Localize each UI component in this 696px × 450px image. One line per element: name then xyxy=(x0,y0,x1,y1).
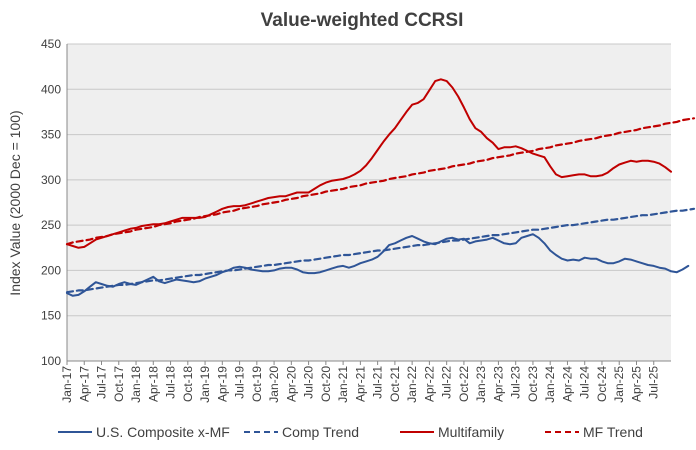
x-tick-label: Oct-18 xyxy=(181,366,195,402)
y-tick-label: 350 xyxy=(41,128,61,142)
x-tick-label: Jul-21 xyxy=(371,366,385,399)
y-tick-label: 200 xyxy=(41,263,61,277)
x-tick-labels: Jan-17 Apr-17 Jul-17 Oct-17 Jan-18 Apr-18 Jul-… xyxy=(60,361,661,403)
x-tick-label: Apr-19 xyxy=(215,366,229,402)
y-axis-label: Index Value (2000 Dec = 100) xyxy=(7,110,23,295)
x-tick-label: Jan-19 xyxy=(198,366,212,403)
x-tick-label: Jul-23 xyxy=(509,366,523,399)
x-tick-label: Apr-17 xyxy=(77,366,91,402)
legend-label: U.S. Composite x-MF xyxy=(96,424,230,440)
y-tick-label: 300 xyxy=(41,173,61,187)
x-tick-label: Jul-24 xyxy=(578,366,592,399)
x-tick-label: Jan-20 xyxy=(267,366,281,403)
x-tick-label: Jan-21 xyxy=(336,366,350,403)
plot-area xyxy=(67,44,671,361)
series-line-comp-trend xyxy=(65,207,696,294)
x-tick-label: Oct-23 xyxy=(526,366,540,402)
series-line-multifamily xyxy=(66,78,672,249)
x-tick-label: Apr-25 xyxy=(629,366,643,402)
series-lines xyxy=(65,78,696,297)
y-tick-label: 250 xyxy=(41,218,61,232)
x-tick-label: Oct-21 xyxy=(388,366,402,402)
x-tick-label: Apr-22 xyxy=(422,366,436,402)
legend-label: Comp Trend xyxy=(282,424,359,440)
x-tick-label: Jan-25 xyxy=(612,366,626,403)
legend-label: MF Trend xyxy=(583,424,643,440)
legend-label: Multifamily xyxy=(438,424,504,440)
x-tick-label: Oct-20 xyxy=(319,366,333,402)
gridlines xyxy=(66,43,671,362)
x-tick-label: Apr-24 xyxy=(560,366,574,402)
chart-title: Value-weighted CCRSI xyxy=(261,10,464,31)
x-tick-label: Jul-22 xyxy=(440,366,454,399)
x-tick-label: Jul-25 xyxy=(647,366,661,399)
x-tick-label: Jan-17 xyxy=(60,366,74,403)
series-line-mf-trend xyxy=(65,117,696,246)
x-tick-label: Jan-18 xyxy=(129,366,143,403)
x-tick-label: Apr-20 xyxy=(284,366,298,402)
legend: U.S. Composite x-MF Comp Trend Multifamily… xyxy=(58,424,643,440)
x-tick-label: Jan-22 xyxy=(405,366,419,403)
y-tick-label: 400 xyxy=(41,82,61,96)
x-tick-label: Jan-23 xyxy=(474,366,488,403)
x-tick-label: Oct-19 xyxy=(250,366,264,402)
x-tick-label: Oct-24 xyxy=(595,366,609,402)
y-tick-label: 150 xyxy=(41,309,61,323)
x-tick-label: Jul-18 xyxy=(164,366,178,399)
x-tick-label: Jul-17 xyxy=(95,366,109,399)
x-tick-label: Jan-24 xyxy=(543,366,557,403)
x-tick-label: Jul-19 xyxy=(233,366,247,399)
x-tick-label: Apr-23 xyxy=(491,366,505,402)
y-tick-label: 100 xyxy=(41,354,61,368)
x-tick-label: Apr-21 xyxy=(353,366,367,402)
x-tick-label: Oct-17 xyxy=(112,366,126,402)
y-tick-label: 450 xyxy=(41,37,61,51)
x-tick-label: Oct-22 xyxy=(457,366,471,402)
y-tick-labels: 100 150 200 250 300 350 400 450 xyxy=(41,37,61,368)
x-tick-label: Jul-20 xyxy=(302,366,316,399)
series-line-u-s-composite-x-mf xyxy=(66,233,690,297)
x-tick-label: Apr-18 xyxy=(146,366,160,402)
